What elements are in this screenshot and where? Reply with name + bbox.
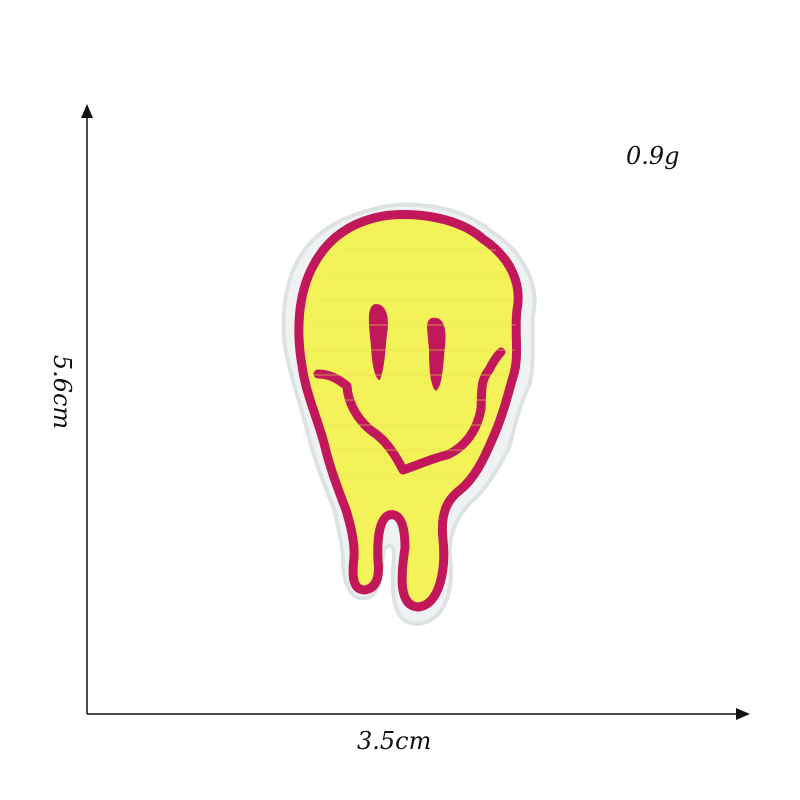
horizontal-axis-arrow [736, 708, 750, 720]
melting-smiley-patch-icon [281, 202, 537, 627]
width-label: 3.5cm [357, 727, 432, 755]
patch-yellow-fill [294, 209, 523, 612]
weight-label: 0.9g [626, 142, 680, 170]
right-eye-icon [427, 317, 446, 391]
height-label: 5.6cm [48, 354, 76, 430]
left-eye-icon [368, 303, 388, 380]
vertical-axis-arrow [81, 104, 93, 118]
patch-stitch-texture [308, 249, 516, 476]
smile-mouth-icon [313, 347, 506, 475]
